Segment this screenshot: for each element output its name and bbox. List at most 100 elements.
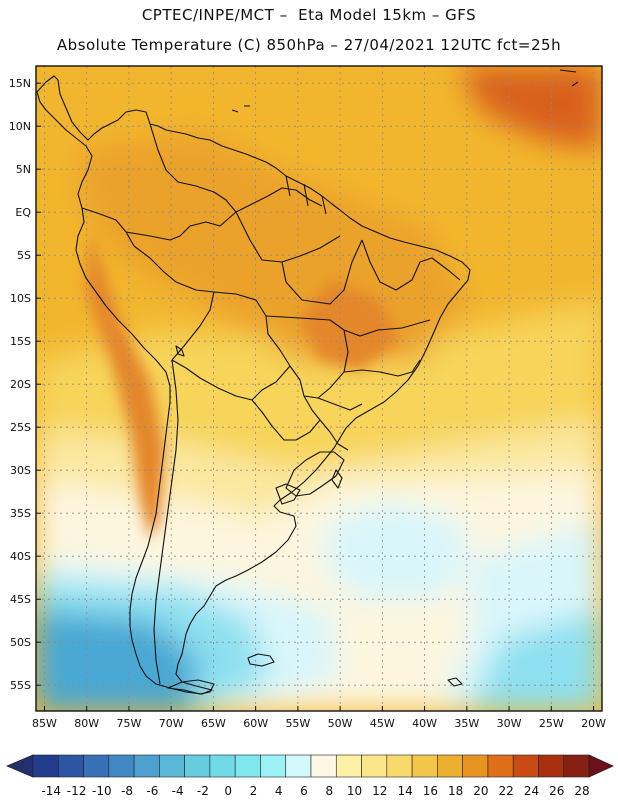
south-georgia xyxy=(447,677,463,687)
border-bolivia-chile-argentina xyxy=(171,359,253,401)
border-brazil-states-4 xyxy=(303,329,349,399)
colorbar-label: -12 xyxy=(67,784,87,798)
longitude-label: 70W xyxy=(159,717,184,730)
rio-de-la-plata xyxy=(275,483,301,505)
colorbar-swatch xyxy=(159,754,185,778)
colorbar-swatch xyxy=(335,754,362,778)
longitude-label: 20W xyxy=(581,717,606,730)
longitude-label: 65W xyxy=(201,717,226,730)
border-uruguay xyxy=(285,451,345,497)
map-frame xyxy=(35,65,603,712)
longitude-label: 75W xyxy=(116,717,141,730)
latitude-label: 50S xyxy=(10,636,31,649)
latitude-label: 20S xyxy=(10,378,31,391)
colorbar-label: 28 xyxy=(574,784,589,798)
colorbar-swatch xyxy=(487,754,514,778)
colorbar-swatch xyxy=(32,754,59,778)
colorbar-label: 0 xyxy=(224,784,232,798)
tierra-del-fuego xyxy=(167,679,215,695)
temperature-field xyxy=(36,66,602,711)
colorbar: -14 -12 -10 -8 -6 -4 -2 0 2 4 6 8 10 12 14 16 18 20 22 24 26… xyxy=(5,754,614,798)
colorbar-swatch xyxy=(310,754,337,778)
colorbar-swatch xyxy=(285,754,312,778)
colorbar-label: -2 xyxy=(197,784,209,798)
border-peru-bolivia xyxy=(171,291,215,361)
latitude-label: 10N xyxy=(9,120,31,133)
longitude-label: 60W xyxy=(243,717,268,730)
longitude-label: 40W xyxy=(412,717,437,730)
colorbar-swatch xyxy=(563,754,590,778)
latitude-label: EQ xyxy=(15,206,31,219)
longitude-label: 30W xyxy=(497,717,522,730)
longitude-label: 80W xyxy=(74,717,99,730)
colorbar-label: 2 xyxy=(250,784,258,798)
colorbar-swatch xyxy=(386,754,413,778)
border-colombia-peru-brazil xyxy=(125,211,237,241)
latitude-label: 10S xyxy=(10,292,31,305)
field-cold xyxy=(36,610,200,711)
colorbar-high-arrow xyxy=(588,754,614,778)
border-peru-brazil xyxy=(133,245,215,293)
falklands xyxy=(247,653,275,667)
colorbar-swatch xyxy=(133,754,160,778)
longitude-label: 45W xyxy=(370,717,395,730)
border-brazil-states-3 xyxy=(265,315,431,337)
colorbar-swatch xyxy=(538,754,565,778)
colorbar-swatch xyxy=(462,754,489,778)
border-paraguay-brazil-argentina xyxy=(251,365,321,441)
latitude-label: 5S xyxy=(17,249,31,262)
colorbar-label: 16 xyxy=(423,784,438,798)
colorbar-label: -6 xyxy=(146,784,158,798)
colorbar-label: 22 xyxy=(499,784,514,798)
border-venezuela-brazil xyxy=(235,187,323,213)
latitude-label: 35S xyxy=(10,507,31,520)
field-cool-east xyxy=(470,610,602,711)
colorbar-label: 18 xyxy=(448,784,463,798)
colorbar-swatch xyxy=(83,754,110,778)
border-brazil-states-2 xyxy=(281,239,363,305)
latitude-labels: 15N 10N 5N EQ 5S 10S 15S 20S 25S 30S 35S 40S 45S 50S 5… xyxy=(9,77,41,692)
colorbar-label: -14 xyxy=(41,784,61,798)
longitude-label: 50W xyxy=(328,717,353,730)
latitude-label: 30S xyxy=(10,464,31,477)
colorbar-swatch xyxy=(512,754,539,778)
colorbar-swatch xyxy=(361,754,388,778)
lagoa-dos-patos xyxy=(331,469,343,489)
border-brazil-states-6 xyxy=(343,359,421,377)
colorbar-low-arrow xyxy=(5,754,34,778)
field-warm-andes xyxy=(85,230,165,540)
colorbar-label: -8 xyxy=(121,784,133,798)
colorbar-label: 10 xyxy=(347,784,362,798)
colorbar-label: -10 xyxy=(92,784,112,798)
colorbar-swatch xyxy=(57,754,84,778)
longitude-label: 55W xyxy=(285,717,310,730)
colorbar-label: 20 xyxy=(473,784,488,798)
colorbar-label: 8 xyxy=(325,784,333,798)
colorbar-label: 4 xyxy=(275,784,283,798)
colorbar-swatch xyxy=(184,754,211,778)
colorbar-label: -4 xyxy=(172,784,184,798)
latitude-label: 15S xyxy=(10,335,31,348)
border-brazil-states-7 xyxy=(317,397,363,411)
colorbar-swatch xyxy=(234,754,261,778)
border-chile-argentina xyxy=(153,359,179,685)
latitude-label: 45S xyxy=(10,593,31,606)
map-title-line-2: Absolute Temperature (C) 850hPa – 27/04/… xyxy=(56,36,562,54)
colorbar-label: 12 xyxy=(372,784,387,798)
colorbar-swatch xyxy=(108,754,135,778)
map-title-line-1: CPTEC/INPE/MCT – Eta Model 15km – GFS xyxy=(141,6,477,24)
border-ecuador-peru xyxy=(81,207,135,247)
longitude-label: 25W xyxy=(539,717,564,730)
colorbar-label: 6 xyxy=(300,784,308,798)
colorbar-label: 14 xyxy=(397,784,412,798)
latitude-label: 15N xyxy=(9,77,31,90)
border-guianas xyxy=(285,175,327,215)
colorbar-label: 26 xyxy=(549,784,564,798)
longitude-label: 35W xyxy=(454,717,479,730)
field-pale-blue-central xyxy=(320,500,470,600)
latitude-label: 5N xyxy=(16,163,31,176)
border-brazil-states-5 xyxy=(361,239,461,291)
longitude-labels: 85W 80W 75W 70W 65W 60W 55W 50W 45W 40W 35W 30W 25W 2… xyxy=(32,706,606,730)
border-bolivia-paraguay xyxy=(251,365,291,401)
